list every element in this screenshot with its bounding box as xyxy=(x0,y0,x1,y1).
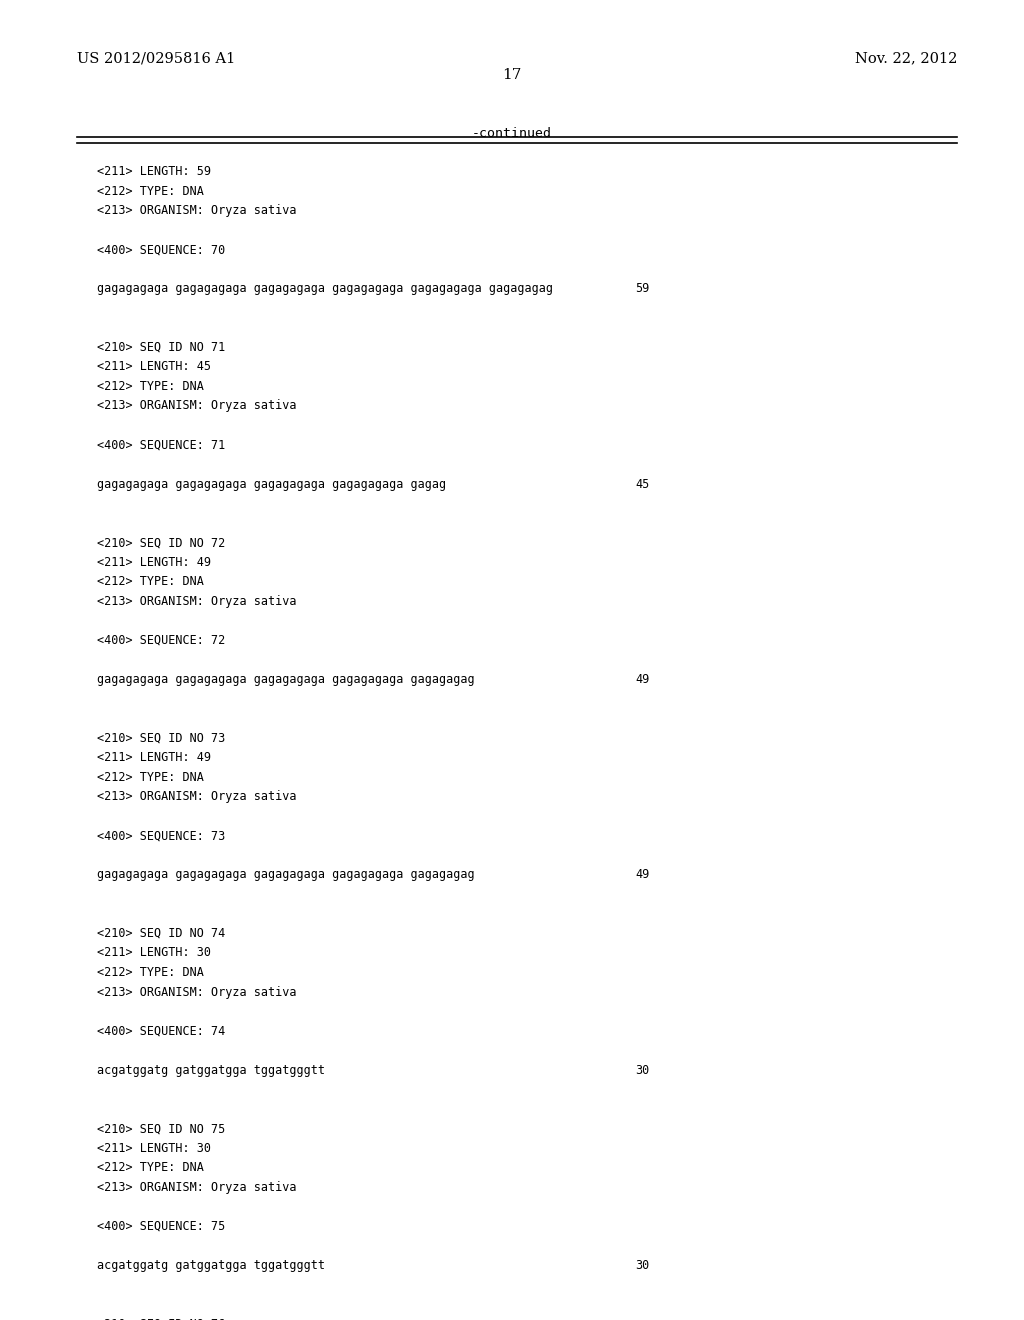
Text: <213> ORGANISM: Oryza sativa: <213> ORGANISM: Oryza sativa xyxy=(97,400,297,412)
Text: 30: 30 xyxy=(635,1064,649,1077)
Text: -continued: -continued xyxy=(472,127,552,140)
Text: <212> TYPE: DNA: <212> TYPE: DNA xyxy=(97,576,204,589)
Text: <400> SEQUENCE: 72: <400> SEQUENCE: 72 xyxy=(97,634,225,647)
Text: <211> LENGTH: 30: <211> LENGTH: 30 xyxy=(97,1142,211,1155)
Text: gagagagaga gagagagaga gagagagaga gagagagaga gagagagaga gagagagag: gagagagaga gagagagaga gagagagaga gagagag… xyxy=(97,282,553,296)
Text: <212> TYPE: DNA: <212> TYPE: DNA xyxy=(97,185,204,198)
Text: <213> ORGANISM: Oryza sativa: <213> ORGANISM: Oryza sativa xyxy=(97,205,297,216)
Text: Nov. 22, 2012: Nov. 22, 2012 xyxy=(855,51,957,65)
Text: <400> SEQUENCE: 75: <400> SEQUENCE: 75 xyxy=(97,1220,225,1233)
Text: 45: 45 xyxy=(635,478,649,491)
Text: acgatggatg gatggatgga tggatgggtt: acgatggatg gatggatgga tggatgggtt xyxy=(97,1064,326,1077)
Text: <213> ORGANISM: Oryza sativa: <213> ORGANISM: Oryza sativa xyxy=(97,595,297,607)
Text: US 2012/0295816 A1: US 2012/0295816 A1 xyxy=(77,51,236,65)
Text: <212> TYPE: DNA: <212> TYPE: DNA xyxy=(97,771,204,784)
Text: <213> ORGANISM: Oryza sativa: <213> ORGANISM: Oryza sativa xyxy=(97,1181,297,1193)
Text: <213> ORGANISM: Oryza sativa: <213> ORGANISM: Oryza sativa xyxy=(97,791,297,803)
Text: acgatggatg gatggatgga tggatgggtt: acgatggatg gatggatgga tggatgggtt xyxy=(97,1259,326,1272)
Text: <212> TYPE: DNA: <212> TYPE: DNA xyxy=(97,380,204,393)
Text: <210> SEQ ID NO 75: <210> SEQ ID NO 75 xyxy=(97,1122,225,1135)
Text: <210> SEQ ID NO 72: <210> SEQ ID NO 72 xyxy=(97,536,225,549)
Text: <211> LENGTH: 45: <211> LENGTH: 45 xyxy=(97,360,211,374)
Text: gagagagaga gagagagaga gagagagaga gagagagaga gagag: gagagagaga gagagagaga gagagagaga gagagag… xyxy=(97,478,446,491)
Text: 30: 30 xyxy=(635,1259,649,1272)
Text: <211> LENGTH: 49: <211> LENGTH: 49 xyxy=(97,751,211,764)
Text: 59: 59 xyxy=(635,282,649,296)
Text: <400> SEQUENCE: 74: <400> SEQUENCE: 74 xyxy=(97,1024,225,1038)
Text: <211> LENGTH: 59: <211> LENGTH: 59 xyxy=(97,165,211,178)
Text: <400> SEQUENCE: 70: <400> SEQUENCE: 70 xyxy=(97,243,225,256)
Text: 49: 49 xyxy=(635,673,649,686)
Text: <212> TYPE: DNA: <212> TYPE: DNA xyxy=(97,1162,204,1175)
Text: <213> ORGANISM: Oryza sativa: <213> ORGANISM: Oryza sativa xyxy=(97,986,297,998)
Text: <210> SEQ ID NO 76: <210> SEQ ID NO 76 xyxy=(97,1317,225,1320)
Text: gagagagaga gagagagaga gagagagaga gagagagaga gagagagag: gagagagaga gagagagaga gagagagaga gagagag… xyxy=(97,869,475,882)
Text: <211> LENGTH: 30: <211> LENGTH: 30 xyxy=(97,946,211,960)
Text: <210> SEQ ID NO 74: <210> SEQ ID NO 74 xyxy=(97,927,225,940)
Text: <210> SEQ ID NO 71: <210> SEQ ID NO 71 xyxy=(97,341,225,354)
Text: <210> SEQ ID NO 73: <210> SEQ ID NO 73 xyxy=(97,731,225,744)
Text: <211> LENGTH: 49: <211> LENGTH: 49 xyxy=(97,556,211,569)
Text: 17: 17 xyxy=(503,69,521,82)
Text: gagagagaga gagagagaga gagagagaga gagagagaga gagagagag: gagagagaga gagagagaga gagagagaga gagagag… xyxy=(97,673,475,686)
Text: <400> SEQUENCE: 73: <400> SEQUENCE: 73 xyxy=(97,829,225,842)
Text: 49: 49 xyxy=(635,869,649,882)
Text: <212> TYPE: DNA: <212> TYPE: DNA xyxy=(97,966,204,979)
Text: <400> SEQUENCE: 71: <400> SEQUENCE: 71 xyxy=(97,438,225,451)
